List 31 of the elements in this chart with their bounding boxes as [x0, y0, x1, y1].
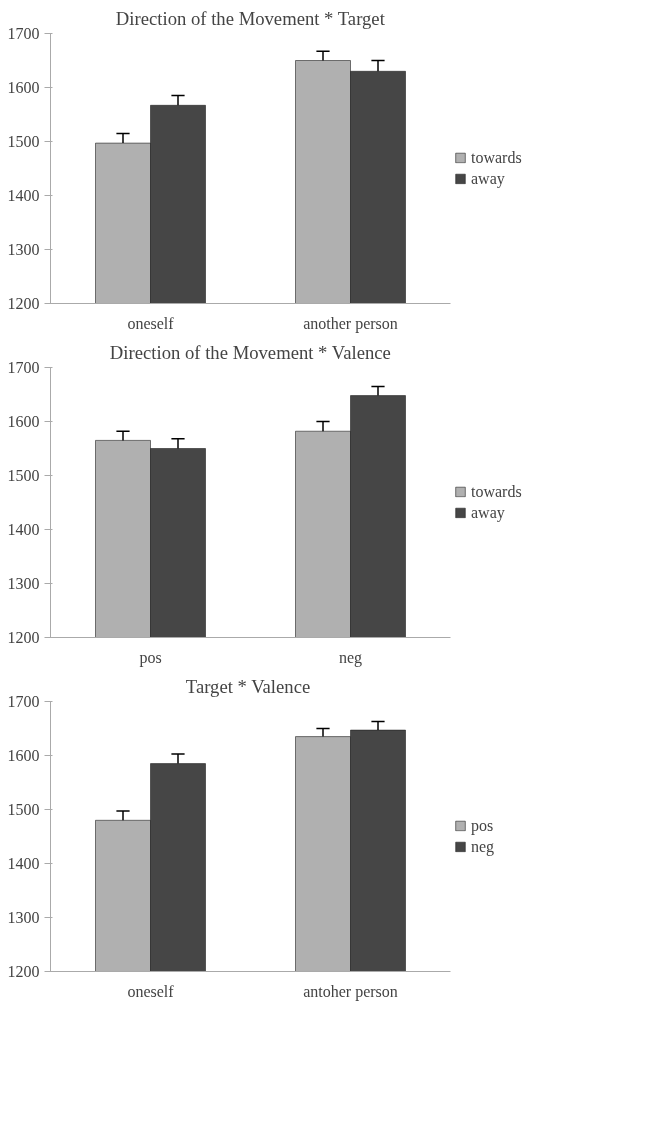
legend-label: neg [471, 837, 495, 856]
x-tick-label: oneself [127, 314, 175, 332]
y-tick-label: 1300 [7, 575, 40, 592]
legend-label: away [471, 169, 505, 188]
chart-title: Target * Valence [185, 675, 311, 697]
legend-label: away [471, 503, 505, 522]
y-tick-label: 1600 [7, 79, 40, 96]
y-tick-label: 1700 [7, 25, 40, 42]
legend-label: pos [471, 816, 494, 835]
y-tick-label: 1300 [7, 909, 40, 926]
y-tick-label: 1400 [7, 187, 40, 204]
y-tick-label: 1300 [7, 241, 40, 258]
y-tick-label: 1400 [7, 521, 40, 538]
y-tick-label: 1200 [7, 963, 40, 980]
y-tick-label: 1600 [7, 747, 40, 764]
y-tick-label: 1600 [7, 413, 40, 430]
legend-label: towards [471, 148, 522, 167]
legend-label: towards [471, 482, 522, 501]
chart-title: Direction of the Movement * Target [115, 7, 386, 29]
y-tick-label: 1200 [7, 629, 40, 646]
x-tick-label: oneself [127, 982, 175, 1000]
y-tick-label: 1700 [7, 693, 40, 710]
y-tick-label: 1500 [7, 801, 40, 818]
y-tick-label: 1500 [7, 133, 40, 150]
y-tick-label: 1200 [7, 295, 40, 312]
y-tick-label: 1400 [7, 855, 40, 872]
x-tick-label: another person [303, 314, 398, 333]
y-tick-label: 1500 [7, 467, 40, 484]
chart-title: Direction of the Movement * Valence [109, 341, 391, 363]
y-tick-label: 1700 [7, 359, 40, 376]
x-tick-label: antoher person [303, 982, 398, 1001]
